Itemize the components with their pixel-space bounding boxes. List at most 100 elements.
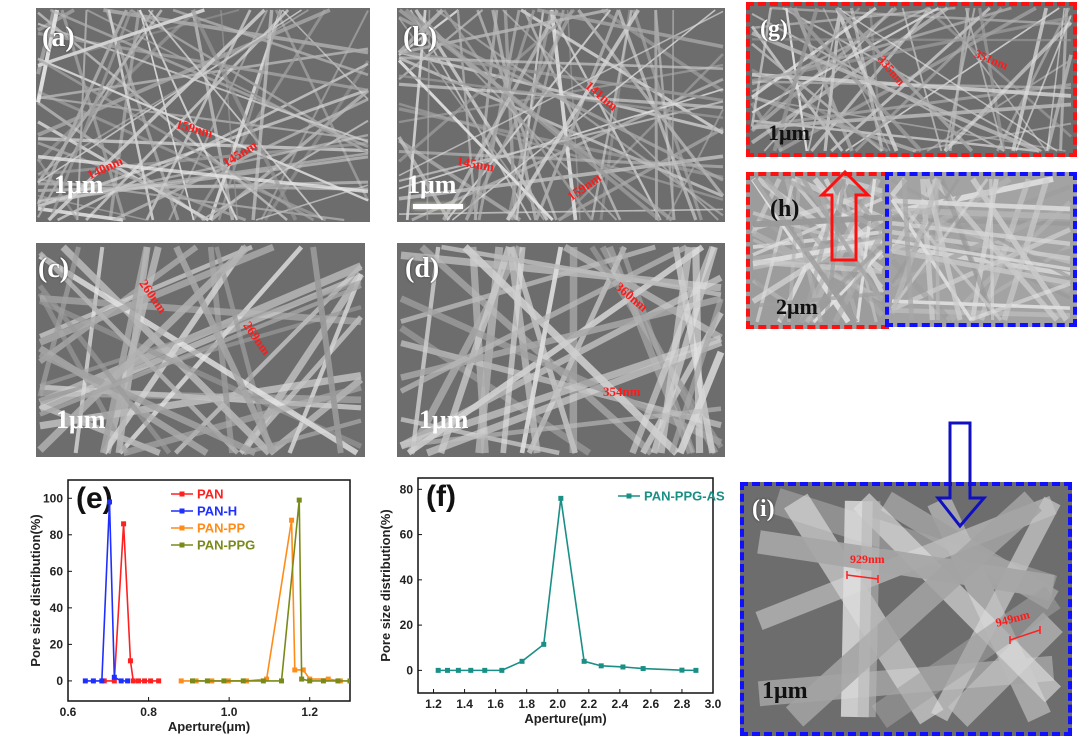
- fiber: [559, 53, 724, 221]
- data-point: [468, 667, 474, 673]
- scale-label: 1μm: [54, 170, 104, 199]
- x-tick-label: 1.0: [221, 705, 238, 719]
- x-tick-label: 2.8: [674, 697, 691, 711]
- fiber: [891, 207, 1071, 220]
- fiber: [891, 178, 1071, 279]
- legend-marker: [179, 491, 185, 497]
- fiber: [37, 155, 369, 204]
- fiber: [442, 9, 559, 221]
- data-point: [106, 499, 112, 505]
- fiber: [996, 7, 1071, 152]
- data-point: [279, 678, 285, 684]
- y-axis-label: Pore size distribution(%): [28, 514, 43, 666]
- fiber: [398, 100, 724, 182]
- x-tick-label: 1.8: [518, 697, 535, 711]
- data-point: [264, 676, 270, 682]
- legend-label: PAN-PPG: [197, 538, 255, 553]
- fiber: [891, 299, 1071, 310]
- sem-panel-i: (i) 1μm 929nm 949nm: [740, 482, 1072, 736]
- fiber: [751, 38, 1072, 42]
- fiber: [964, 7, 1005, 152]
- sem-panel-a: (a) 1μm 140nm 159nm 145nm: [36, 8, 370, 222]
- fiber: [37, 246, 81, 397]
- data-point: [289, 517, 295, 523]
- fiber: [669, 297, 724, 454]
- panel-label: (d): [405, 253, 440, 284]
- legend-marker: [626, 493, 632, 499]
- data-point: [558, 495, 564, 501]
- scale-label: 1μm: [419, 405, 469, 434]
- fiber: [37, 57, 369, 202]
- data-point: [620, 664, 626, 670]
- fiber: [600, 8, 725, 93]
- fiber: [398, 10, 724, 177]
- fiber: [456, 9, 478, 221]
- x-tick-label: 1.6: [487, 697, 504, 711]
- fiber: [37, 158, 79, 221]
- fiber: [837, 7, 1058, 152]
- legend-marker: [179, 508, 185, 514]
- scale-label: 2μm: [776, 294, 818, 319]
- fiber: [676, 350, 725, 455]
- x-tick-label: 3.0: [705, 697, 722, 711]
- sem-texture: [36, 8, 370, 222]
- fiber: [398, 8, 674, 222]
- fiber: [398, 102, 724, 201]
- scale-label: 1μm: [407, 170, 457, 199]
- fiber: [901, 178, 915, 321]
- fiber: [405, 9, 427, 221]
- data-point: [325, 676, 331, 682]
- sem-texture: [755, 488, 1063, 728]
- sem-texture: [397, 8, 725, 222]
- fiber: [39, 280, 362, 388]
- legend-label: PAN-H: [197, 504, 237, 519]
- x-axis-label: Aperture(μm): [168, 719, 250, 734]
- fiber: [830, 6, 991, 153]
- x-tick-label: 2.2: [580, 697, 597, 711]
- fiber: [214, 246, 274, 454]
- fiber: [173, 245, 277, 455]
- fiber: [310, 246, 344, 454]
- fiber: [912, 122, 1072, 152]
- chart-e: 0.6 0.8 1.0 1.2 0 20 40 60 80 100 Aperture(μm) Pore…: [28, 479, 351, 734]
- sem-texture: [399, 243, 725, 457]
- scale-bar: [413, 204, 463, 209]
- fiber: [1015, 15, 1072, 152]
- fiber: [750, 6, 898, 133]
- data-point: [307, 678, 313, 684]
- panel-label: (b): [403, 22, 438, 53]
- scale-label: 1μm: [762, 678, 808, 704]
- fiber: [37, 244, 250, 453]
- fiber: [38, 253, 359, 456]
- plot-frame: [417, 477, 714, 694]
- data-point: [299, 676, 305, 682]
- legend-label: PAN-PP: [197, 521, 245, 536]
- data-point: [240, 678, 246, 684]
- fiber: [398, 15, 724, 182]
- data-point: [121, 521, 127, 527]
- fiber: [931, 496, 1061, 722]
- fiber: [190, 9, 298, 221]
- data-point: [156, 678, 162, 684]
- fiber: [889, 178, 942, 315]
- fiber: [37, 22, 369, 143]
- data-point: [499, 667, 505, 673]
- sem-panel-h-left: (h) 2μm: [746, 172, 889, 329]
- series-pan-h: [82, 499, 131, 684]
- y-tick-label: 0: [406, 663, 413, 677]
- sem-panel-b: (b) 1μm 141nm 145nm 159nm: [397, 8, 725, 222]
- legend-marker: [179, 542, 185, 548]
- data-point: [541, 641, 547, 647]
- fiber: [37, 57, 315, 222]
- data-point: [693, 667, 699, 673]
- fiber: [38, 284, 172, 455]
- x-tick-label: 1.2: [301, 705, 318, 719]
- fiber: [812, 250, 884, 324]
- fiber: [1011, 7, 1049, 152]
- data-point: [118, 678, 124, 684]
- fiber: [37, 182, 369, 191]
- fiber: [654, 9, 659, 221]
- panel-label: (a): [42, 22, 75, 53]
- fiber: [398, 74, 724, 120]
- panel-label: (e): [76, 482, 113, 515]
